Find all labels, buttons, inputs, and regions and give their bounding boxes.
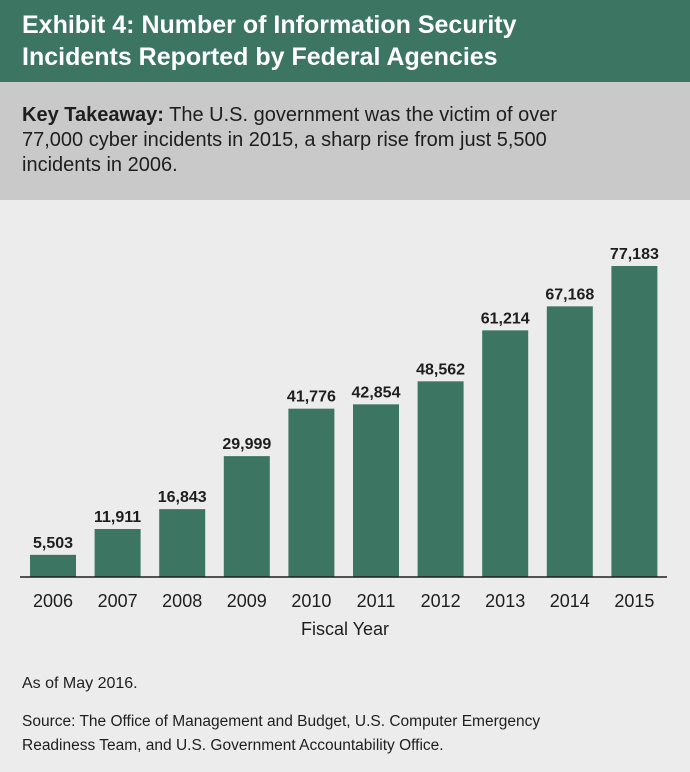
x-tick-label-2007: 2007 — [98, 591, 138, 611]
key-takeaway-box: Key Takeaway: The U.S. government was th… — [0, 82, 690, 200]
data-label-2012: 48,562 — [416, 361, 465, 378]
bar-2012 — [417, 381, 464, 577]
bar-2009 — [223, 456, 270, 577]
data-label-2006: 5,503 — [33, 535, 73, 552]
takeaway-text-1: The U.S. government was the victim of ov… — [169, 104, 558, 126]
takeaway-label: Key Takeaway: — [22, 104, 164, 126]
data-label-2014: 67,168 — [545, 286, 594, 303]
bar-2013 — [482, 330, 529, 577]
data-label-2007: 11,911 — [94, 509, 141, 526]
bar-2011 — [353, 404, 399, 577]
source-note: Source: The Office of Management and Bud… — [22, 710, 540, 758]
x-tick-label-2008: 2008 — [162, 591, 202, 611]
x-tick-label-2015: 2015 — [614, 591, 654, 611]
x-tick-label-2014: 2014 — [550, 591, 590, 611]
data-label-2010: 41,776 — [287, 389, 336, 406]
bar-chart: 5,503 2006 11,911 2007 16,843 2008 29,999 2009 4… — [20, 246, 667, 639]
takeaway-line-2: 77,000 cyber incidents in 2015, a sharp … — [22, 129, 547, 151]
source-line-2: Readiness Team, and U.S. Government Acco… — [22, 737, 444, 754]
footnote: As of May 2016. — [22, 675, 138, 692]
data-label-2008: 16,843 — [158, 489, 207, 506]
x-tick-label-2012: 2012 — [421, 591, 461, 611]
x-tick-label-2011: 2011 — [357, 591, 396, 611]
data-label-2013: 61,214 — [481, 310, 530, 327]
title-bar: Exhibit 4: Number of Information Securit… — [0, 0, 690, 82]
source-line-1: Source: The Office of Management and Bud… — [22, 713, 541, 730]
data-label-2009: 29,999 — [222, 436, 271, 453]
bar-2006 — [30, 554, 76, 577]
x-axis-title: Fiscal Year — [301, 619, 389, 639]
bar-2014 — [546, 306, 593, 577]
bar-2008 — [159, 509, 206, 577]
chart-title-line-2: Incidents Reported by Federal Agencies — [22, 43, 498, 71]
bar-2015 — [611, 266, 658, 577]
bar-2010 — [288, 408, 335, 577]
x-tick-label-2006: 2006 — [33, 591, 73, 611]
x-tick-label-2013: 2013 — [485, 591, 525, 611]
x-tick-label-2009: 2009 — [227, 591, 267, 611]
takeaway-line-1: Key Takeaway: The U.S. government was th… — [22, 103, 668, 128]
chart-title-line-1: Exhibit 4: Number of Information Securit… — [22, 11, 517, 39]
takeaway-line-3: incidents in 2006. — [22, 154, 178, 176]
bar-2007 — [94, 529, 141, 577]
x-tick-label-2010: 2010 — [291, 591, 331, 611]
data-label-2015: 77,183 — [610, 246, 659, 263]
bars-group: 5,503 2006 11,911 2007 16,843 2008 29,999 2009 4… — [30, 246, 659, 611]
data-label-2011: 42,854 — [352, 384, 401, 401]
